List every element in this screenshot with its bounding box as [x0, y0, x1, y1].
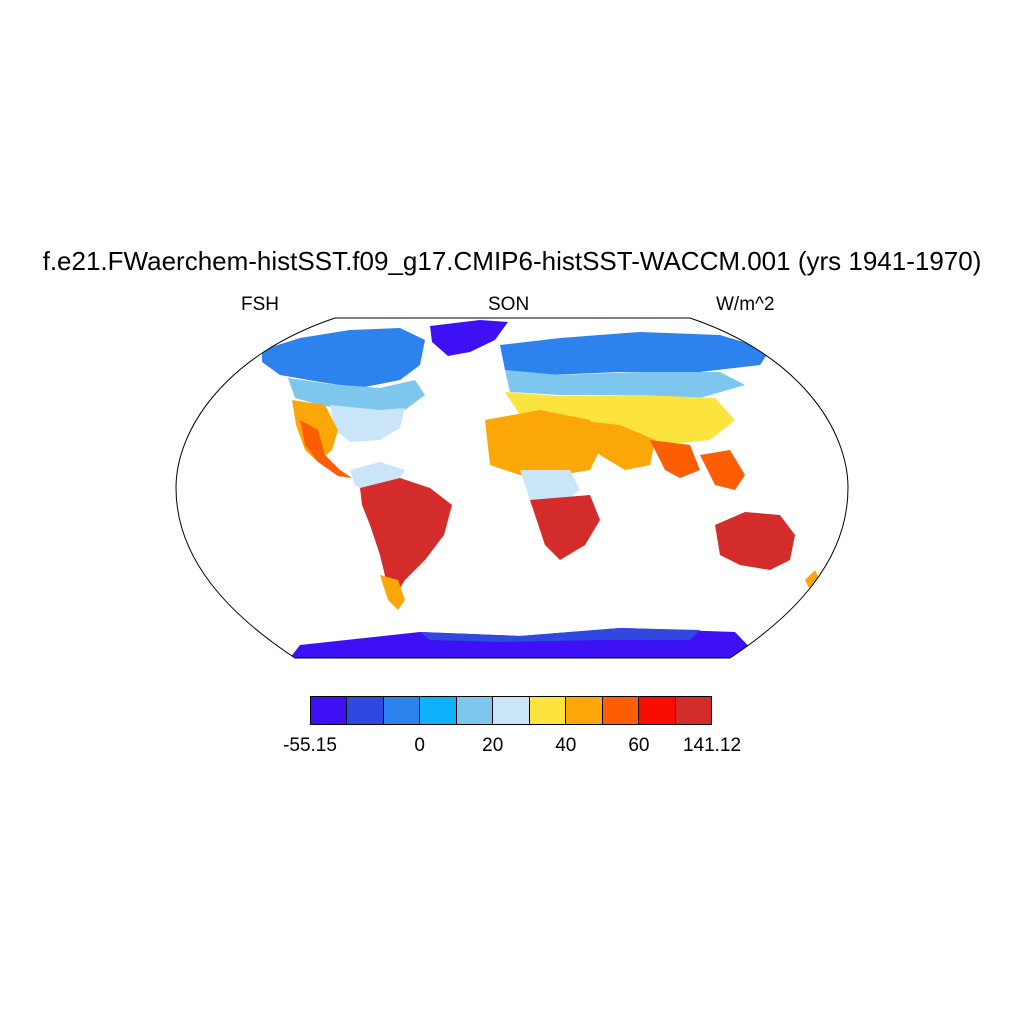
new-zealand	[805, 570, 820, 590]
colorbar-tick-label: -55.15	[283, 735, 337, 756]
colorbar-box	[602, 697, 640, 724]
north-america-cool	[288, 378, 425, 412]
colorbar-tick-label: 0	[414, 735, 425, 756]
south-america	[360, 478, 452, 600]
mexico	[300, 420, 352, 478]
greenland	[430, 320, 508, 356]
colorbar-box	[675, 697, 711, 724]
africa-north	[485, 410, 600, 475]
units-label: W/m^2	[716, 294, 775, 315]
colorbar-tick-label: 20	[482, 735, 504, 756]
eurasia-cool	[505, 370, 745, 398]
colorbar-box	[420, 697, 457, 724]
colorbar-box	[566, 697, 603, 724]
australia	[715, 512, 795, 570]
colorbar-tick-label: 40	[555, 735, 577, 756]
plot-title: f.e21.FWaerchem-histSST.f09_g17.CMIP6-hi…	[42, 246, 982, 276]
southeast-asia	[700, 450, 745, 490]
colorbar-box	[493, 697, 530, 724]
eurasia-north	[500, 332, 770, 375]
eurasia-mid	[505, 392, 735, 445]
globe-outline	[175, 317, 849, 659]
colorbar-tick-label: 60	[628, 735, 650, 756]
middle-east	[575, 420, 655, 470]
south-america-tip	[380, 575, 405, 610]
antarctica-edge	[420, 628, 700, 642]
colorbar-tick-label: 141.12	[682, 735, 742, 756]
colorbar-box	[456, 697, 494, 724]
colorbar-box	[347, 697, 384, 724]
colorbar-box	[529, 697, 567, 724]
colorbar-box	[311, 697, 348, 724]
colorbar	[310, 696, 712, 725]
colorbar-box	[639, 697, 676, 724]
variable-label: FSH	[241, 294, 279, 315]
africa-central	[520, 470, 580, 505]
north-america-cold	[262, 328, 425, 388]
season-label: SON	[488, 294, 530, 315]
africa-south	[530, 495, 600, 560]
colorbar-box	[383, 697, 421, 724]
south-asia	[650, 440, 700, 478]
north-america-mild	[330, 405, 405, 442]
